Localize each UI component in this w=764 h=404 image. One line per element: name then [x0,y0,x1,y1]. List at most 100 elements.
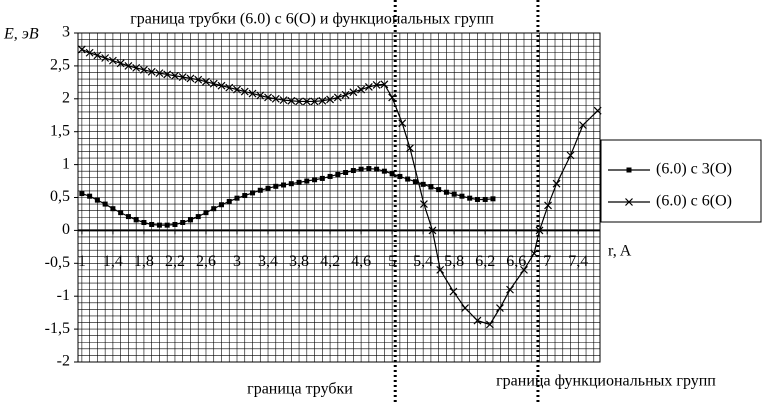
marker [388,93,397,102]
marker [389,171,395,177]
marker [140,65,148,74]
marker [209,79,218,88]
marker [482,196,488,202]
marker [108,56,117,65]
marker [381,168,387,174]
series-line [81,48,599,326]
marker [625,198,633,206]
marker [186,74,195,83]
marker [364,83,373,91]
marker [155,69,164,78]
marker [459,193,465,199]
marker [436,187,442,193]
marker [333,93,342,102]
marker [264,93,272,102]
marker [102,201,108,207]
marker [116,59,125,68]
marker [461,304,469,312]
marker [302,97,311,106]
marker [279,96,288,105]
x-tick-label: 3,4 [258,253,278,270]
x-tick-label: 1 [78,253,86,270]
marker [420,200,428,209]
marker [520,265,528,274]
marker [467,195,473,201]
annotation: граница трубки [247,381,353,398]
marker [593,106,602,115]
marker [443,189,449,195]
y-tick-label: -1,5 [45,320,70,337]
marker [234,195,240,201]
marker [326,95,335,104]
marker [273,183,279,189]
marker [357,85,366,94]
x-tick-label: 5,4 [413,253,433,270]
marker [485,320,494,329]
marker [218,202,224,208]
marker [149,221,155,227]
x-tick-label: 3,8 [289,253,309,270]
marker [296,179,302,185]
y-tick-label: -1 [57,287,70,304]
marker [449,287,458,296]
series-line [81,167,494,226]
marker [310,97,319,106]
marker [406,144,414,153]
x-tick-label: 7,4 [568,253,588,270]
x-tick-label: 2,2 [165,253,185,270]
marker [194,75,203,84]
marker [304,178,310,184]
marker [101,54,110,62]
marker [626,167,632,173]
marker [171,71,179,80]
marker [318,96,327,105]
marker [178,73,187,82]
marker [164,222,170,228]
marker [343,169,349,175]
marker [233,85,241,94]
marker [133,217,139,223]
marker [77,45,86,54]
marker [530,249,538,258]
x-tick-label: 5,8 [444,253,464,270]
marker [202,77,210,86]
marker [420,181,426,187]
marker [474,196,480,202]
marker [156,222,162,228]
x-tick-label: 7 [543,253,551,270]
marker [319,175,325,181]
marker [436,265,445,274]
marker [380,80,389,89]
marker [172,221,178,227]
y-tick-label: 3 [62,24,70,41]
marker [397,173,403,179]
marker [405,176,411,182]
y-tick-label: -2 [57,353,70,370]
marker [566,151,575,160]
marker [226,198,232,204]
marker [287,96,296,105]
marker [180,220,186,226]
marker [94,197,100,203]
annotation: граница функциональных групп [496,373,716,390]
marker [372,81,381,89]
marker [85,48,94,57]
marker [544,201,552,210]
marker [281,182,287,188]
legend-label: (6.0) с 6(O) [656,193,732,210]
legend-box [600,139,762,223]
marker [350,168,356,174]
chart-title: граница трубки (6.0) с 6(O) и функционал… [130,11,494,28]
marker [374,166,380,172]
marker [87,193,93,199]
marker [187,217,193,223]
marker [163,70,172,79]
marker [490,196,496,202]
marker [496,304,504,312]
marker [552,179,561,188]
x-tick-label: 6,6 [506,253,526,270]
x-tick-label: 3 [233,253,241,270]
marker [248,89,257,98]
marker [473,316,482,325]
